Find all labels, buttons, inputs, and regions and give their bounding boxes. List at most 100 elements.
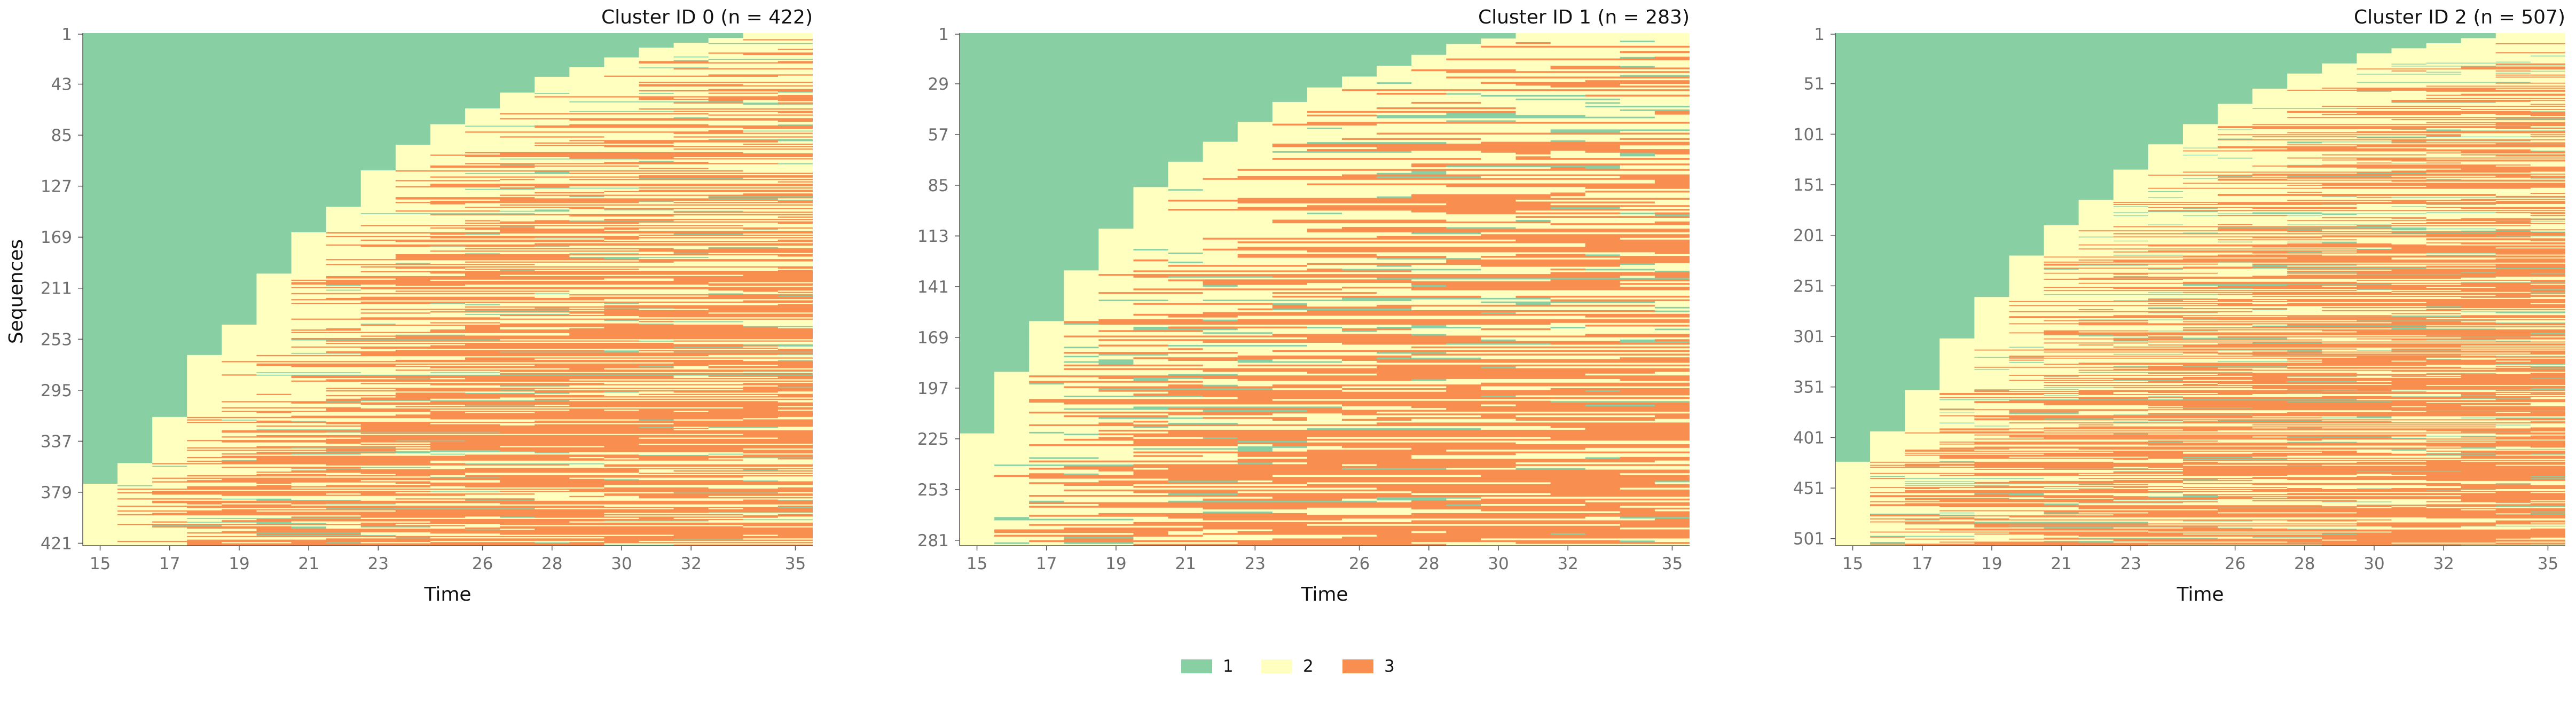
sequence-segment [960, 495, 1030, 498]
sequence-segment [535, 243, 813, 245]
sequence-segment [1654, 116, 1690, 119]
sequence-segment [569, 490, 813, 492]
sequence-segment [1029, 330, 1099, 333]
sequence-segment [2495, 489, 2565, 491]
sequence-segment [1168, 163, 1412, 166]
sequence-segment [395, 197, 535, 199]
sequence-segment [430, 537, 604, 539]
sequence-segment [2252, 288, 2565, 289]
sequence-segment [604, 219, 813, 221]
sequence-segment [2287, 337, 2461, 339]
sequence-segment [2182, 441, 2288, 443]
sequence-segment [2009, 262, 2565, 264]
sequence-segment [994, 381, 1030, 383]
sequence-segment [2148, 421, 2183, 423]
sequence-segment [1835, 469, 1975, 470]
sequence-segment [2461, 218, 2531, 219]
sequence-segment [1905, 407, 2148, 409]
sequence-segment [639, 222, 778, 224]
sequence-segment [256, 283, 292, 285]
sequence-segment [1029, 321, 1064, 324]
sequence-segment [2426, 479, 2565, 482]
sequence-segment [2148, 163, 2565, 165]
sequence-segment [708, 56, 813, 58]
sequence-segment [222, 349, 778, 351]
sequence-segment [1905, 394, 1940, 396]
sequence-segment [2078, 324, 2253, 326]
sequence-segment [2009, 292, 2148, 294]
sequence-segment [291, 503, 326, 505]
sequence-segment [256, 286, 813, 288]
sequence-segment [187, 532, 257, 534]
sequence-segment [2287, 80, 2565, 82]
sequence-segment [1974, 321, 2183, 323]
sequence-segment [222, 462, 430, 463]
sequence-segment [1133, 455, 1203, 458]
sequence-segment [2461, 394, 2565, 396]
sequence-segment [222, 411, 674, 413]
y-tick-label: 301 [1793, 327, 1825, 347]
sequence-segment [1905, 490, 2148, 492]
sequence-segment [1939, 377, 2044, 380]
sequence-segment [960, 504, 1099, 506]
sequence-segment [1974, 307, 2148, 309]
sequence-segment [256, 309, 361, 311]
sequence-segment [1029, 363, 1099, 365]
sequence-segment [2078, 214, 2322, 216]
sequence-segment [2078, 309, 2114, 311]
sequence-segment [673, 132, 813, 135]
sequence-segment [117, 498, 222, 500]
sequence-segment [2530, 175, 2565, 176]
sequence-segment [2391, 284, 2461, 286]
sequence-segment [465, 122, 813, 123]
sequence-segment [117, 480, 187, 482]
sequence-segment [2287, 412, 2496, 414]
sequence-segment [1168, 516, 1585, 519]
sequence-segment [2182, 502, 2496, 504]
sequence-segment [1307, 98, 1516, 101]
sequence-segment [2009, 279, 2044, 280]
x-tick-label: 35 [2538, 554, 2558, 573]
sequence-segment [2113, 498, 2565, 500]
sequence-segment [2322, 505, 2357, 507]
sequence-segment [2252, 457, 2461, 458]
sequence-segment [2391, 421, 2531, 423]
sequence-segment [1377, 71, 1447, 74]
sequence-segment [83, 526, 153, 528]
sequence-segment [2391, 290, 2565, 293]
sequence-segment [2044, 351, 2218, 353]
sequence-segment [2426, 501, 2565, 503]
sequence-segment [1098, 235, 1377, 238]
sequence-segment [2218, 254, 2322, 256]
sequence-segment [2182, 533, 2322, 535]
sequence-segment [465, 116, 674, 119]
sequence-segment [1585, 533, 1690, 536]
sequence-segment [604, 299, 813, 301]
sequence-segment [326, 351, 500, 353]
sequence-segment [83, 487, 187, 489]
sequence-segment [1342, 78, 1690, 81]
sequence-segment [1342, 89, 1690, 92]
sequence-segment [360, 195, 570, 198]
sequence-segment [222, 407, 361, 409]
sequence-segment [2009, 305, 2565, 306]
sequence-segment [1620, 265, 1690, 268]
sequence-segment [2148, 156, 2565, 158]
sequence-segment [1654, 460, 1690, 463]
sequence-segment [2530, 222, 2565, 224]
sequence-segment [291, 259, 326, 261]
sequence-segment [2426, 90, 2565, 92]
sequence-segment [2426, 449, 2496, 450]
sequence-segment [222, 339, 292, 341]
sequence-segment [465, 327, 500, 329]
sequence-segment [639, 437, 778, 439]
sequence-segment [360, 190, 639, 192]
sequence-segment [743, 383, 813, 385]
sequence-segment [777, 492, 813, 494]
sequence-segment [960, 522, 1134, 524]
sequence-segment [1905, 542, 1975, 544]
sequence-segment [465, 118, 500, 120]
sequence-segment [2461, 345, 2565, 347]
sequence-segment [152, 446, 257, 448]
sequence-segment [2148, 273, 2357, 276]
